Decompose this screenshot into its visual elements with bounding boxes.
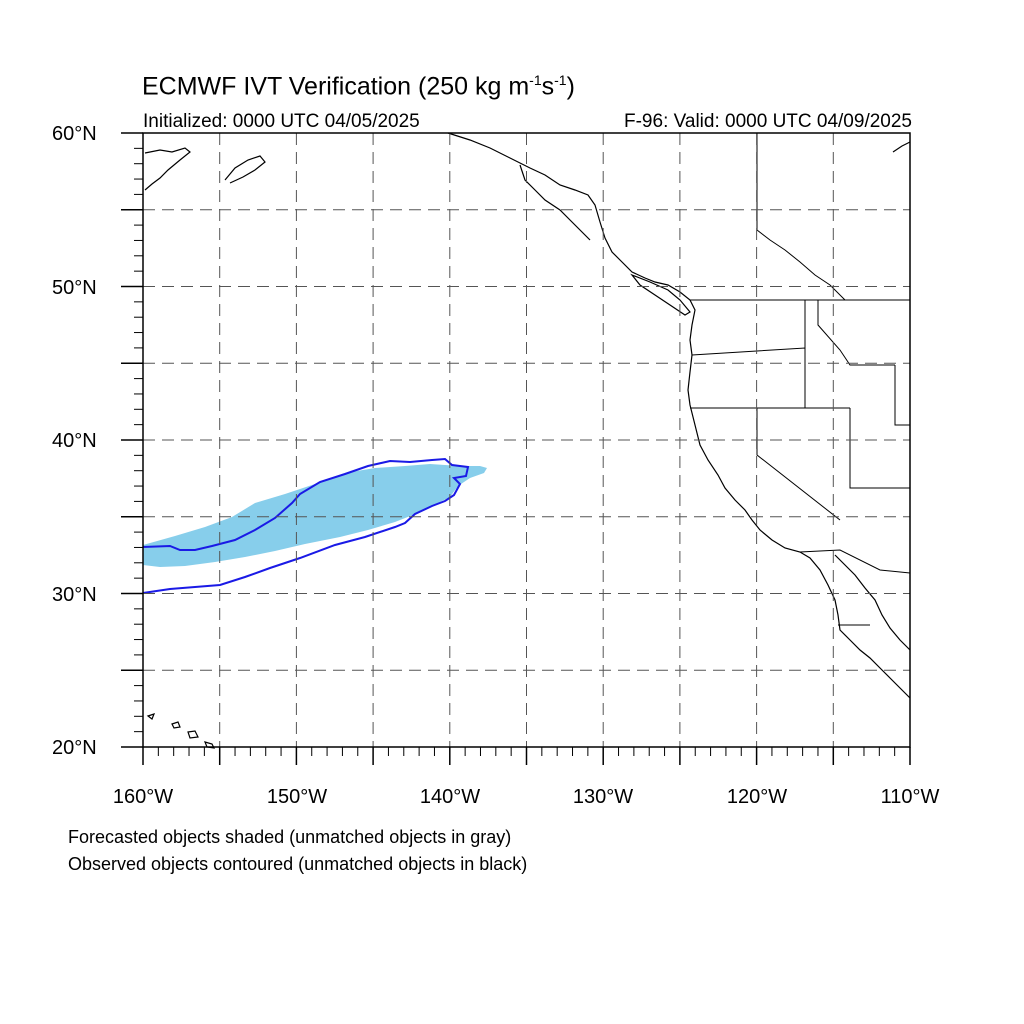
legend-forecast: Forecasted objects shaded (unmatched obj…	[68, 827, 512, 847]
nevada-border	[756, 408, 841, 521]
utah-border	[849, 408, 910, 489]
gulf-of-alaska-coast	[447, 132, 911, 699]
observed-object	[142, 457, 470, 594]
canada-coast-inlets	[519, 164, 591, 241]
washington-oregon-border	[691, 347, 806, 370]
wyoming-border	[894, 365, 910, 426]
lon-label-150w: 150°W	[266, 786, 328, 808]
lat-label-60n: 60°N	[52, 123, 97, 145]
alaska-canada-border	[756, 133, 846, 301]
alaska-west-coast	[144, 147, 191, 191]
hawaii-islands	[146, 713, 216, 749]
valid-time: F-96: Valid: 0000 UTC 04/09/2025	[624, 111, 912, 132]
alaska-peninsula	[224, 155, 266, 184]
political-boundaries	[690, 133, 911, 626]
baja-gulf-coast	[834, 554, 911, 651]
map-title: ECMWF IVT Verification (250 kg m-1s-1)	[142, 72, 575, 101]
us-mexico-border	[799, 549, 911, 574]
vancouver-island	[630, 273, 691, 316]
initialized-time: Initialized: 0000 UTC 04/05/2025	[143, 111, 420, 132]
lat-label-50n: 50°N	[52, 277, 97, 299]
lat-label-20n: 20°N	[52, 737, 97, 759]
coastlines	[144, 132, 911, 749]
lat-label-30n: 30°N	[52, 584, 97, 606]
northeast-coast	[892, 141, 911, 153]
lon-label-130w: 130°W	[572, 786, 634, 808]
montana-border	[817, 300, 895, 366]
lat-label-40n: 40°N	[52, 430, 97, 452]
lon-label-160w: 160°W	[112, 786, 174, 808]
lon-label-140w: 140°W	[419, 786, 481, 808]
map-ticks	[121, 132, 911, 765]
lon-label-120w: 120°W	[726, 786, 788, 808]
lon-label-110w: 110°W	[880, 786, 940, 808]
legend-observed: Observed objects contoured (unmatched ob…	[68, 854, 528, 874]
map-grid	[143, 133, 910, 747]
